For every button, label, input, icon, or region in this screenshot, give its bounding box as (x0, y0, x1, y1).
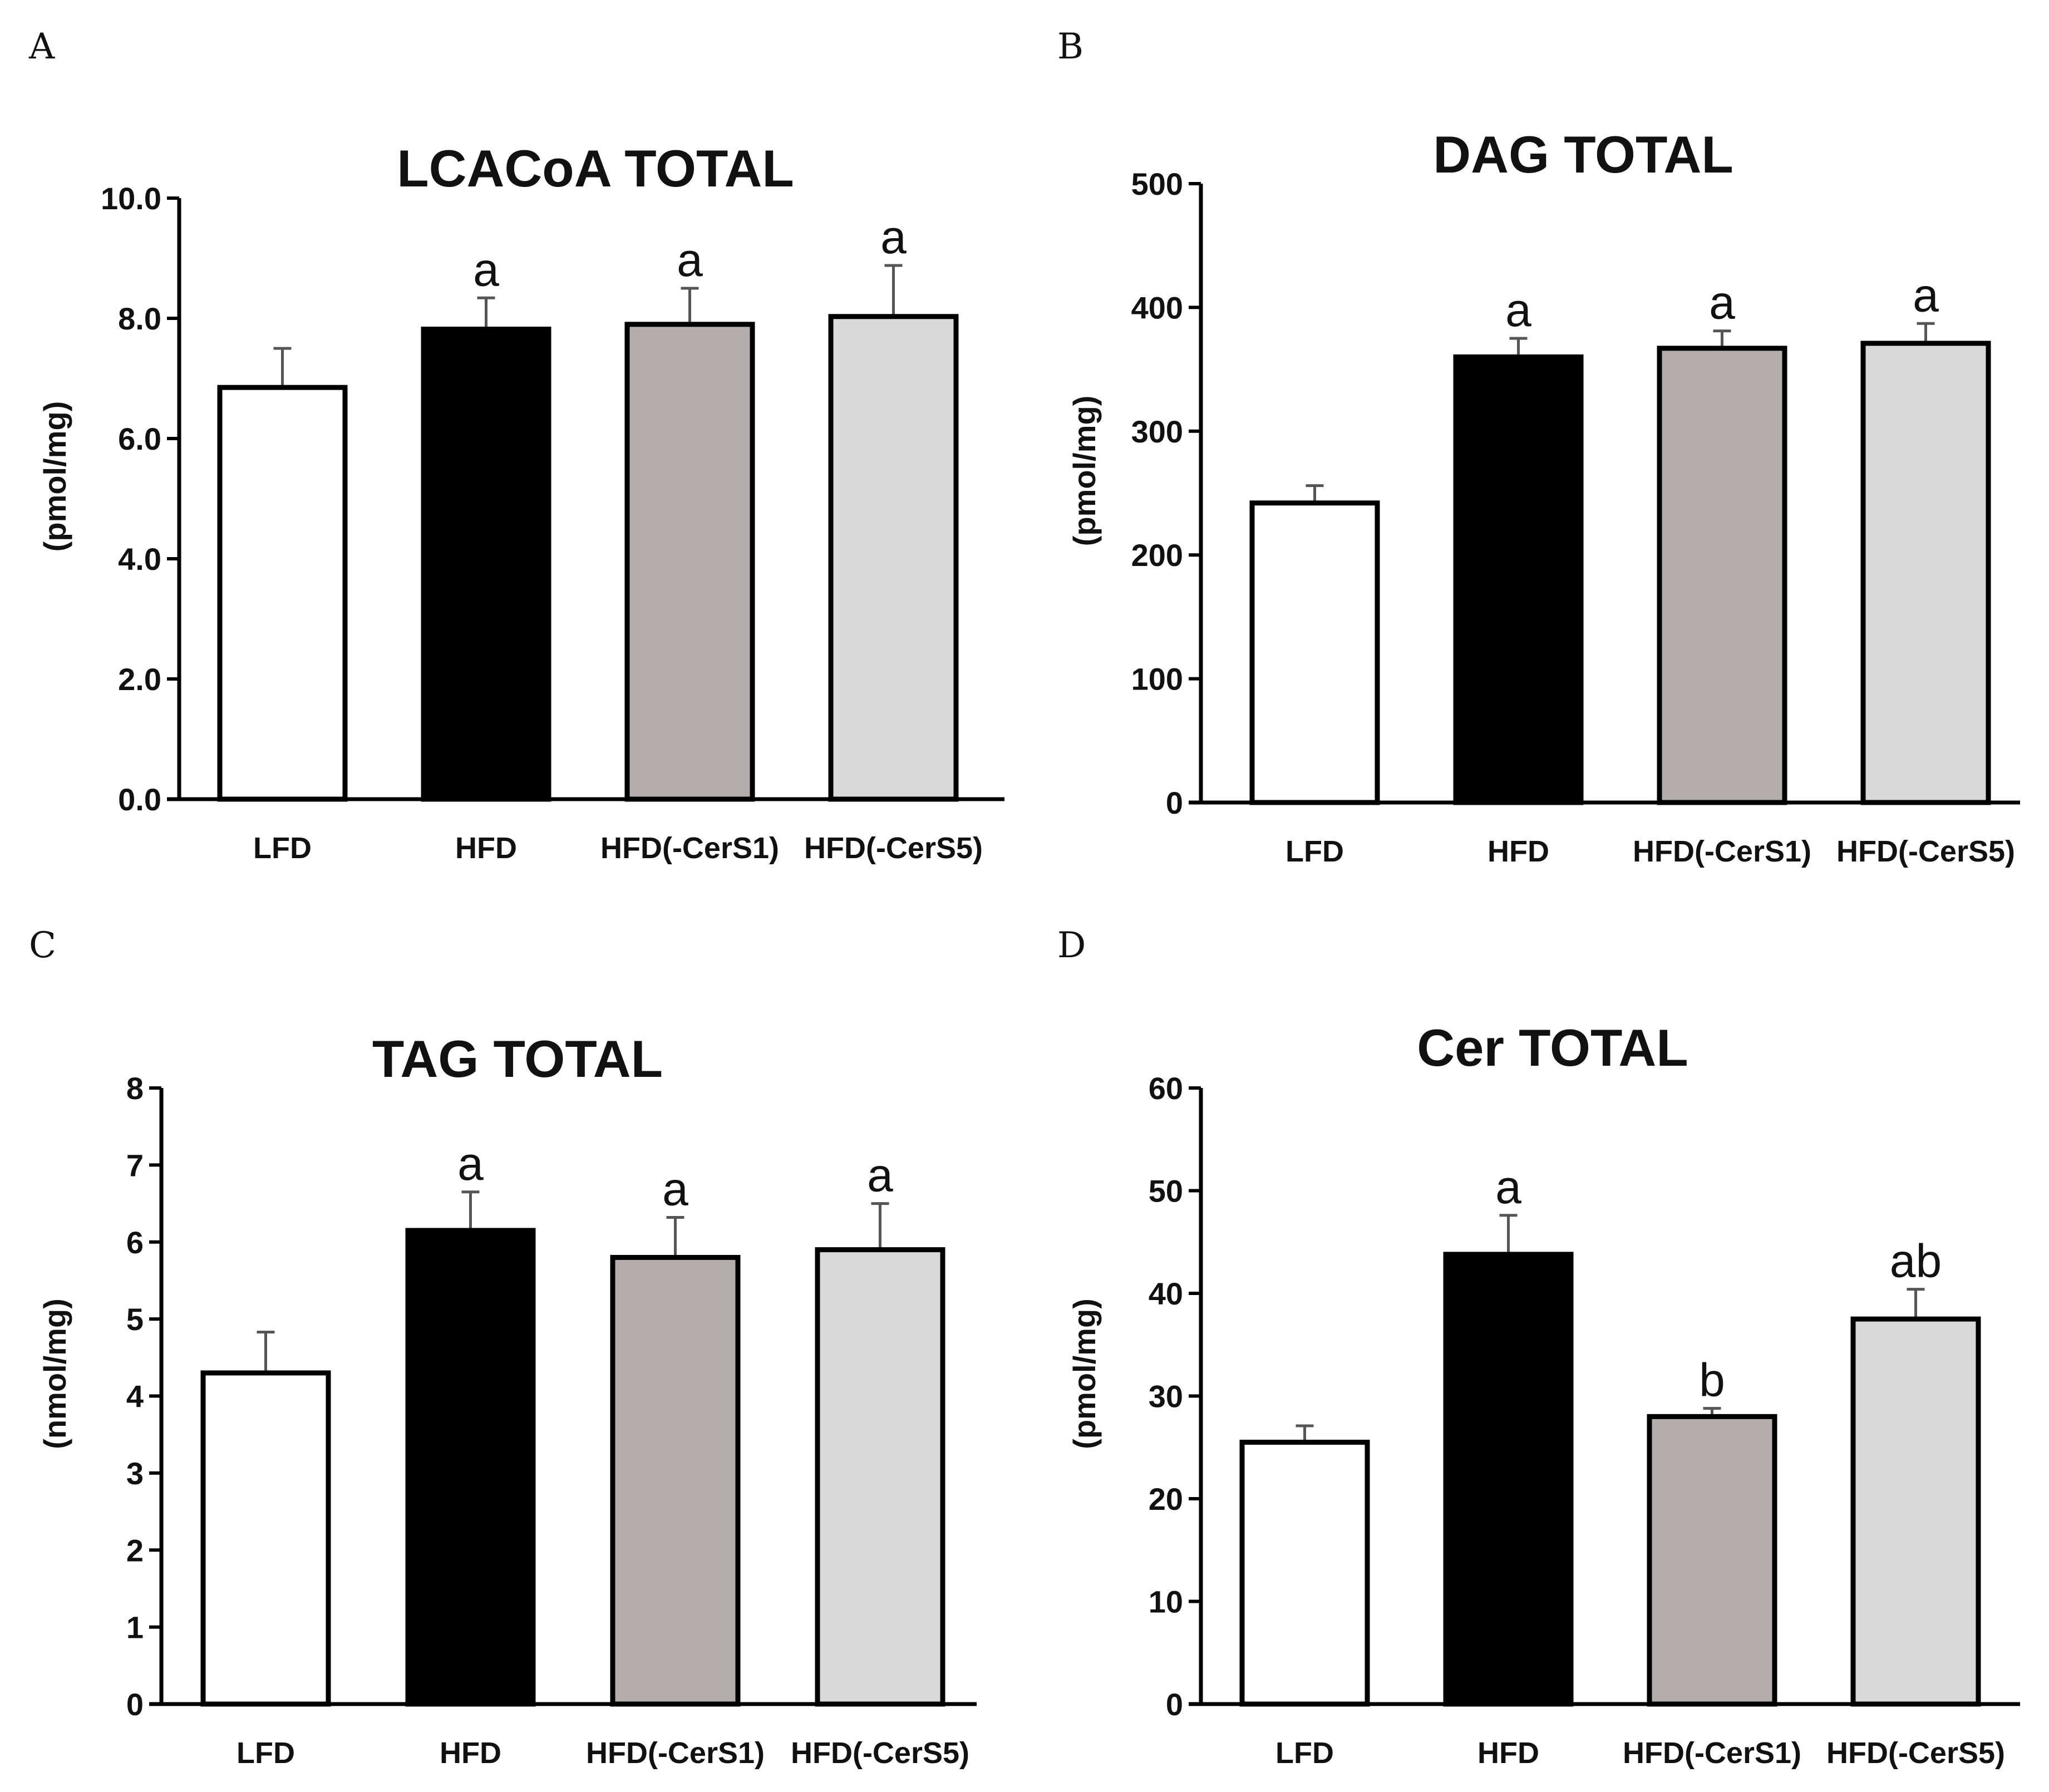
x-tick-label: HFD (1477, 1736, 1539, 1770)
y-tick-label: 4.0 (118, 541, 161, 577)
panel-a: A LCACoA TOTAL 0.0 2.0 4.0 6.0 8.0 10.0 (pmol/mg… (28, 26, 1004, 865)
y-tick-label: 40 (1149, 1276, 1183, 1311)
y-tick-label: 2.0 (118, 662, 161, 697)
panel-d: D Cer TOTAL 0 10 20 30 40 50 60 (pmol/mg) LFD a HFD b… (1057, 925, 2020, 1770)
y-tick-label: 200 (1131, 538, 1183, 573)
bar-hfd (405, 1228, 536, 1707)
y-tick-label: 7 (126, 1148, 144, 1183)
chart-title: TAG TOTAL (372, 1030, 663, 1088)
x-tick-label: HFD(-CerS1) (600, 831, 779, 865)
chart-title: Cer TOTAL (1417, 1018, 1688, 1077)
bar-hfd (1453, 354, 1584, 805)
bar-hfd-cers1 (610, 1254, 741, 1707)
chart-title: DAG TOTAL (1433, 125, 1733, 184)
panel-b: B DAG TOTAL 0 100 200 300 400 500 (pmol/mg) LFD a H… (1057, 26, 2020, 868)
x-tick-label: HFD(-CerS5) (1826, 1736, 2005, 1770)
significance-label: a (1709, 277, 1735, 329)
panel-a-letter: A (28, 26, 55, 67)
bar-hfd (1443, 1252, 1574, 1707)
y-tick-label: 30 (1149, 1379, 1183, 1414)
y-tick-label: 0.0 (118, 782, 161, 817)
panel-c: C TAG TOTAL 0 1 2 3 4 5 6 7 8 (nmol/mg) LFD a HFD a HFD(… (29, 925, 977, 1770)
y-axis-title: (pmol/mg) (1067, 396, 1102, 547)
chart-title: LCACoA TOTAL (397, 139, 794, 198)
x-tick-label: HFD(-CerS1) (1633, 835, 1811, 868)
x-tick-label: LFD (253, 831, 312, 865)
bar-hfd (421, 326, 551, 802)
significance-label: ab (1890, 1235, 1942, 1287)
y-tick-label: 2 (126, 1533, 144, 1568)
y-tick-label: 0 (126, 1687, 144, 1722)
x-tick-label: HFD(-CerS5) (1836, 835, 2015, 868)
significance-label: a (1495, 1161, 1521, 1213)
y-tick-label: 100 (1131, 662, 1183, 697)
significance-label: a (473, 243, 499, 296)
x-tick-label: HFD (1488, 835, 1549, 868)
significance-label: a (1505, 284, 1531, 336)
panel-c-letter: C (29, 925, 56, 966)
bar-lfd (1249, 500, 1380, 805)
significance-label: a (880, 211, 907, 263)
x-tick-label: LFD (1285, 835, 1344, 868)
y-tick-label: 50 (1149, 1174, 1183, 1209)
bar-hfd-cers1 (624, 322, 755, 802)
y-tick-label: 20 (1149, 1481, 1183, 1517)
bar-hfd-cers1 (1647, 1414, 1777, 1707)
y-tick-label: 8.0 (118, 301, 161, 336)
y-tick-label: 0 (1166, 1687, 1183, 1722)
bar-hfd-cers1 (1657, 346, 1787, 805)
bar-hfd-cers5 (815, 1247, 945, 1707)
significance-label: a (457, 1138, 484, 1190)
y-tick-label: 3 (126, 1456, 144, 1491)
x-tick-label: HFD (440, 1736, 501, 1770)
y-tick-label: 4 (126, 1379, 144, 1414)
y-tick-label: 500 (1131, 166, 1183, 201)
y-tick-label: 300 (1131, 414, 1183, 449)
y-tick-label: 60 (1149, 1071, 1183, 1106)
x-tick-label: LFD (237, 1736, 295, 1770)
bar-hfd-cers5 (1850, 1316, 1981, 1707)
y-axis-title: (pmol/mg) (37, 401, 72, 552)
y-tick-label: 10.0 (101, 181, 161, 216)
bar-lfd (1239, 1440, 1370, 1707)
y-axis-title: (pmol/mg) (1067, 1298, 1102, 1449)
y-tick-label: 1 (126, 1610, 144, 1645)
x-tick-label: HFD(-CerS5) (804, 831, 983, 865)
significance-label: b (1699, 1354, 1725, 1406)
bar-hfd-cers5 (828, 314, 959, 802)
significance-label: a (662, 1163, 688, 1215)
y-axis-title: (nmol/mg) (37, 1298, 72, 1449)
significance-label: a (677, 234, 703, 286)
y-tick-label: 5 (126, 1302, 144, 1337)
x-tick-label: HFD (455, 831, 517, 865)
significance-label: a (1913, 269, 1939, 321)
x-tick-label: HFD(-CerS1) (586, 1736, 765, 1770)
y-tick-label: 8 (126, 1071, 144, 1106)
panel-d-letter: D (1057, 925, 1086, 966)
x-tick-label: HFD(-CerS5) (791, 1736, 969, 1770)
y-tick-label: 10 (1149, 1584, 1183, 1619)
bar-lfd (200, 1370, 331, 1707)
y-tick-label: 6 (126, 1225, 144, 1260)
bar-hfd-cers5 (1860, 341, 1991, 805)
x-tick-label: HFD(-CerS1) (1623, 1736, 1801, 1770)
bar-lfd (217, 385, 348, 802)
y-tick-label: 400 (1131, 290, 1183, 325)
panel-b-letter: B (1057, 26, 1083, 67)
y-tick-label: 6.0 (118, 421, 161, 456)
y-tick-label: 0 (1166, 785, 1183, 820)
x-tick-label: LFD (1275, 1736, 1334, 1770)
significance-label: a (867, 1149, 893, 1202)
